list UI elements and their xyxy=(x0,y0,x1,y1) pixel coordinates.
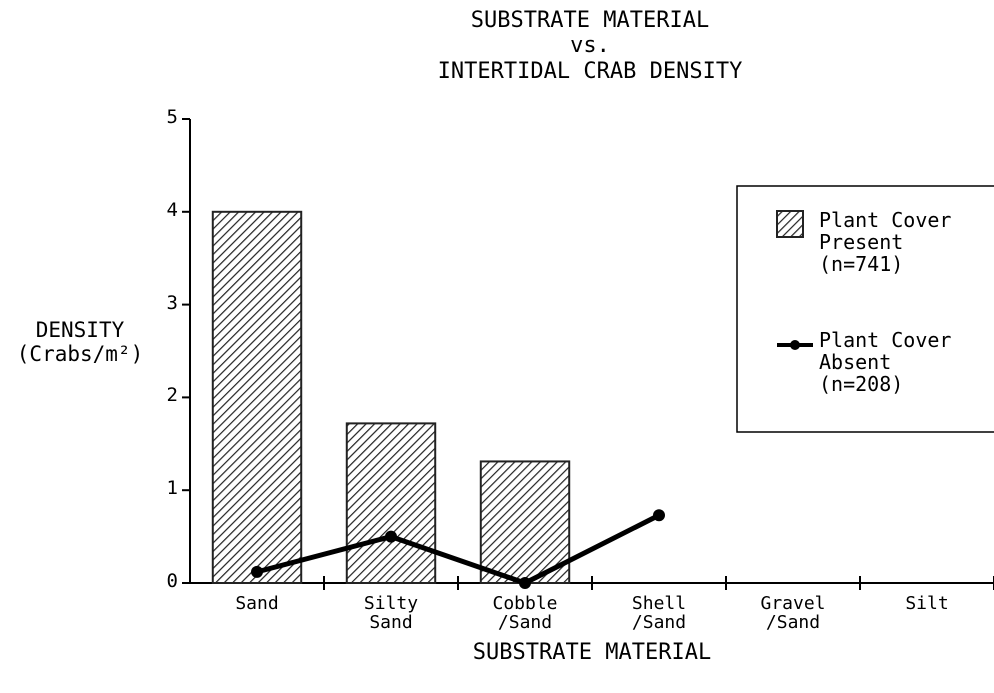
bar xyxy=(211,210,303,585)
line xyxy=(256,513,661,586)
y-tick-label: 2 xyxy=(166,384,178,407)
y-tick-label: 4 xyxy=(166,198,178,221)
legend-label: Plant Cover Absent (n=208) xyxy=(819,328,952,396)
bar xyxy=(479,460,571,585)
chart-title: SUBSTRATE MATERIAL vs. INTERTIDAL CRAB D… xyxy=(437,8,743,84)
x-tick-label: Sand xyxy=(235,593,279,614)
x-tick-label: Silty Sand xyxy=(363,593,419,633)
y-tick-label: 1 xyxy=(166,477,178,500)
point xyxy=(385,530,397,543)
bar xyxy=(345,422,437,584)
legend-swatch xyxy=(776,210,804,238)
y-tick-label: 0 xyxy=(166,570,178,592)
legend-marker xyxy=(790,340,800,350)
x-axis-label: SUBSTRATE MATERIAL xyxy=(472,640,712,665)
point xyxy=(519,577,531,589)
y-axis-label: DENSITY (Crabs/m²) xyxy=(16,318,144,367)
y-tick-label: 5 xyxy=(166,106,178,128)
x-tick-label: Gravel /Sand xyxy=(760,593,826,633)
legend-label: Plant Cover Present (n=741) xyxy=(819,208,952,276)
x-tick-label: Cobble /Sand xyxy=(492,593,558,633)
y-tick-label: 3 xyxy=(166,291,178,314)
point xyxy=(653,509,665,522)
point xyxy=(251,565,263,578)
x-tick-label: Silt xyxy=(905,593,949,614)
x-tick-label: Shell /Sand xyxy=(631,593,687,633)
